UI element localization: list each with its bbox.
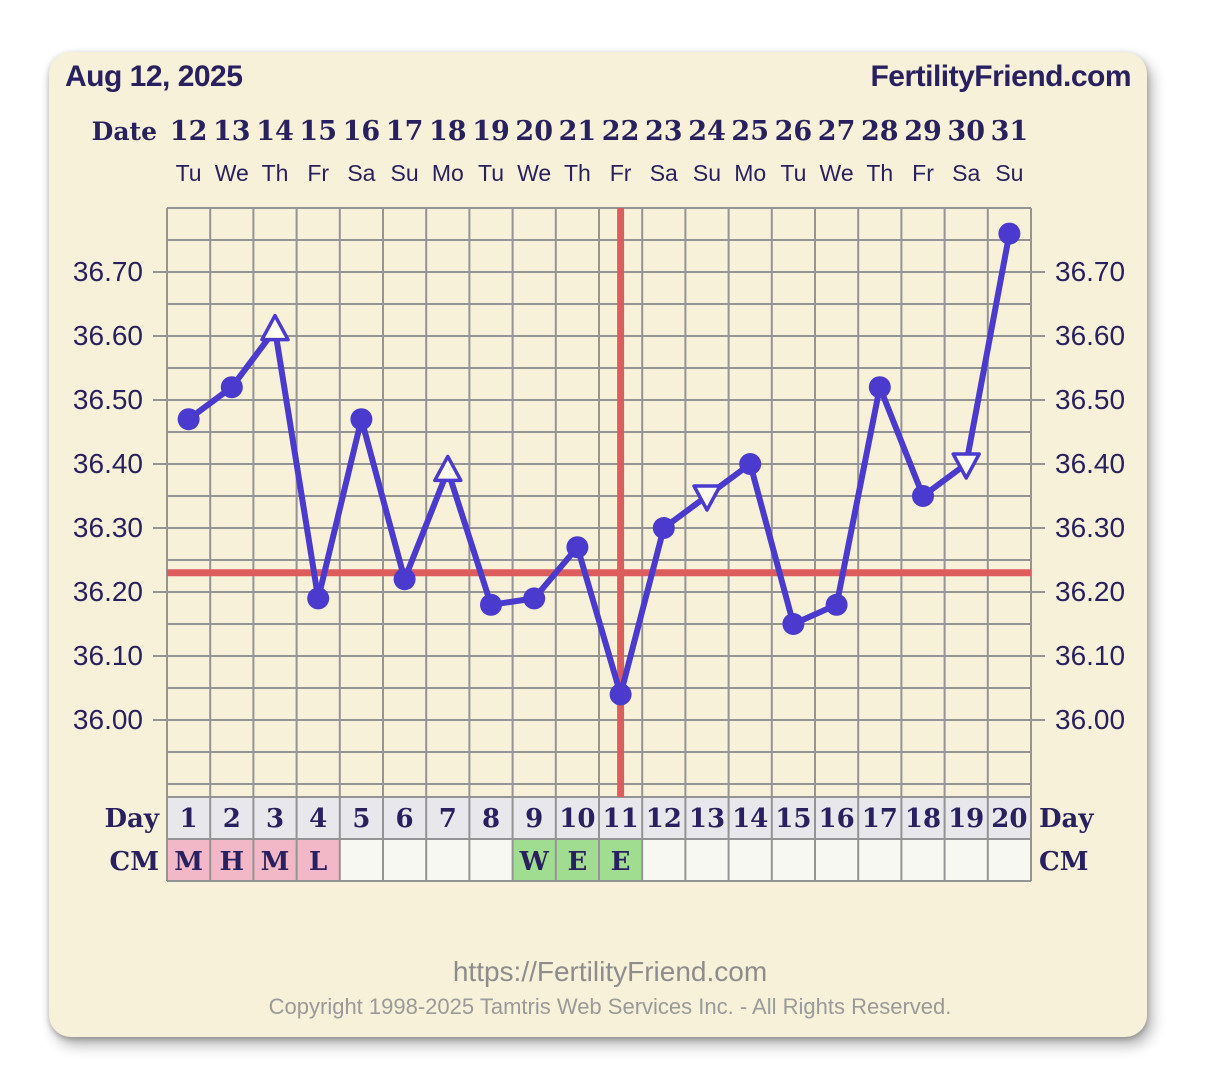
brand-title: FertilityFriend.com (870, 60, 1131, 93)
footer-url-link[interactable]: https://FertilityFriend.com (452, 956, 768, 987)
chart-card (49, 52, 1147, 1037)
chart-date-title: Aug 12, 2025 (65, 60, 243, 93)
footer-copyright: Copyright 1998-2025 Tamtris Web Services… (268, 994, 952, 1019)
